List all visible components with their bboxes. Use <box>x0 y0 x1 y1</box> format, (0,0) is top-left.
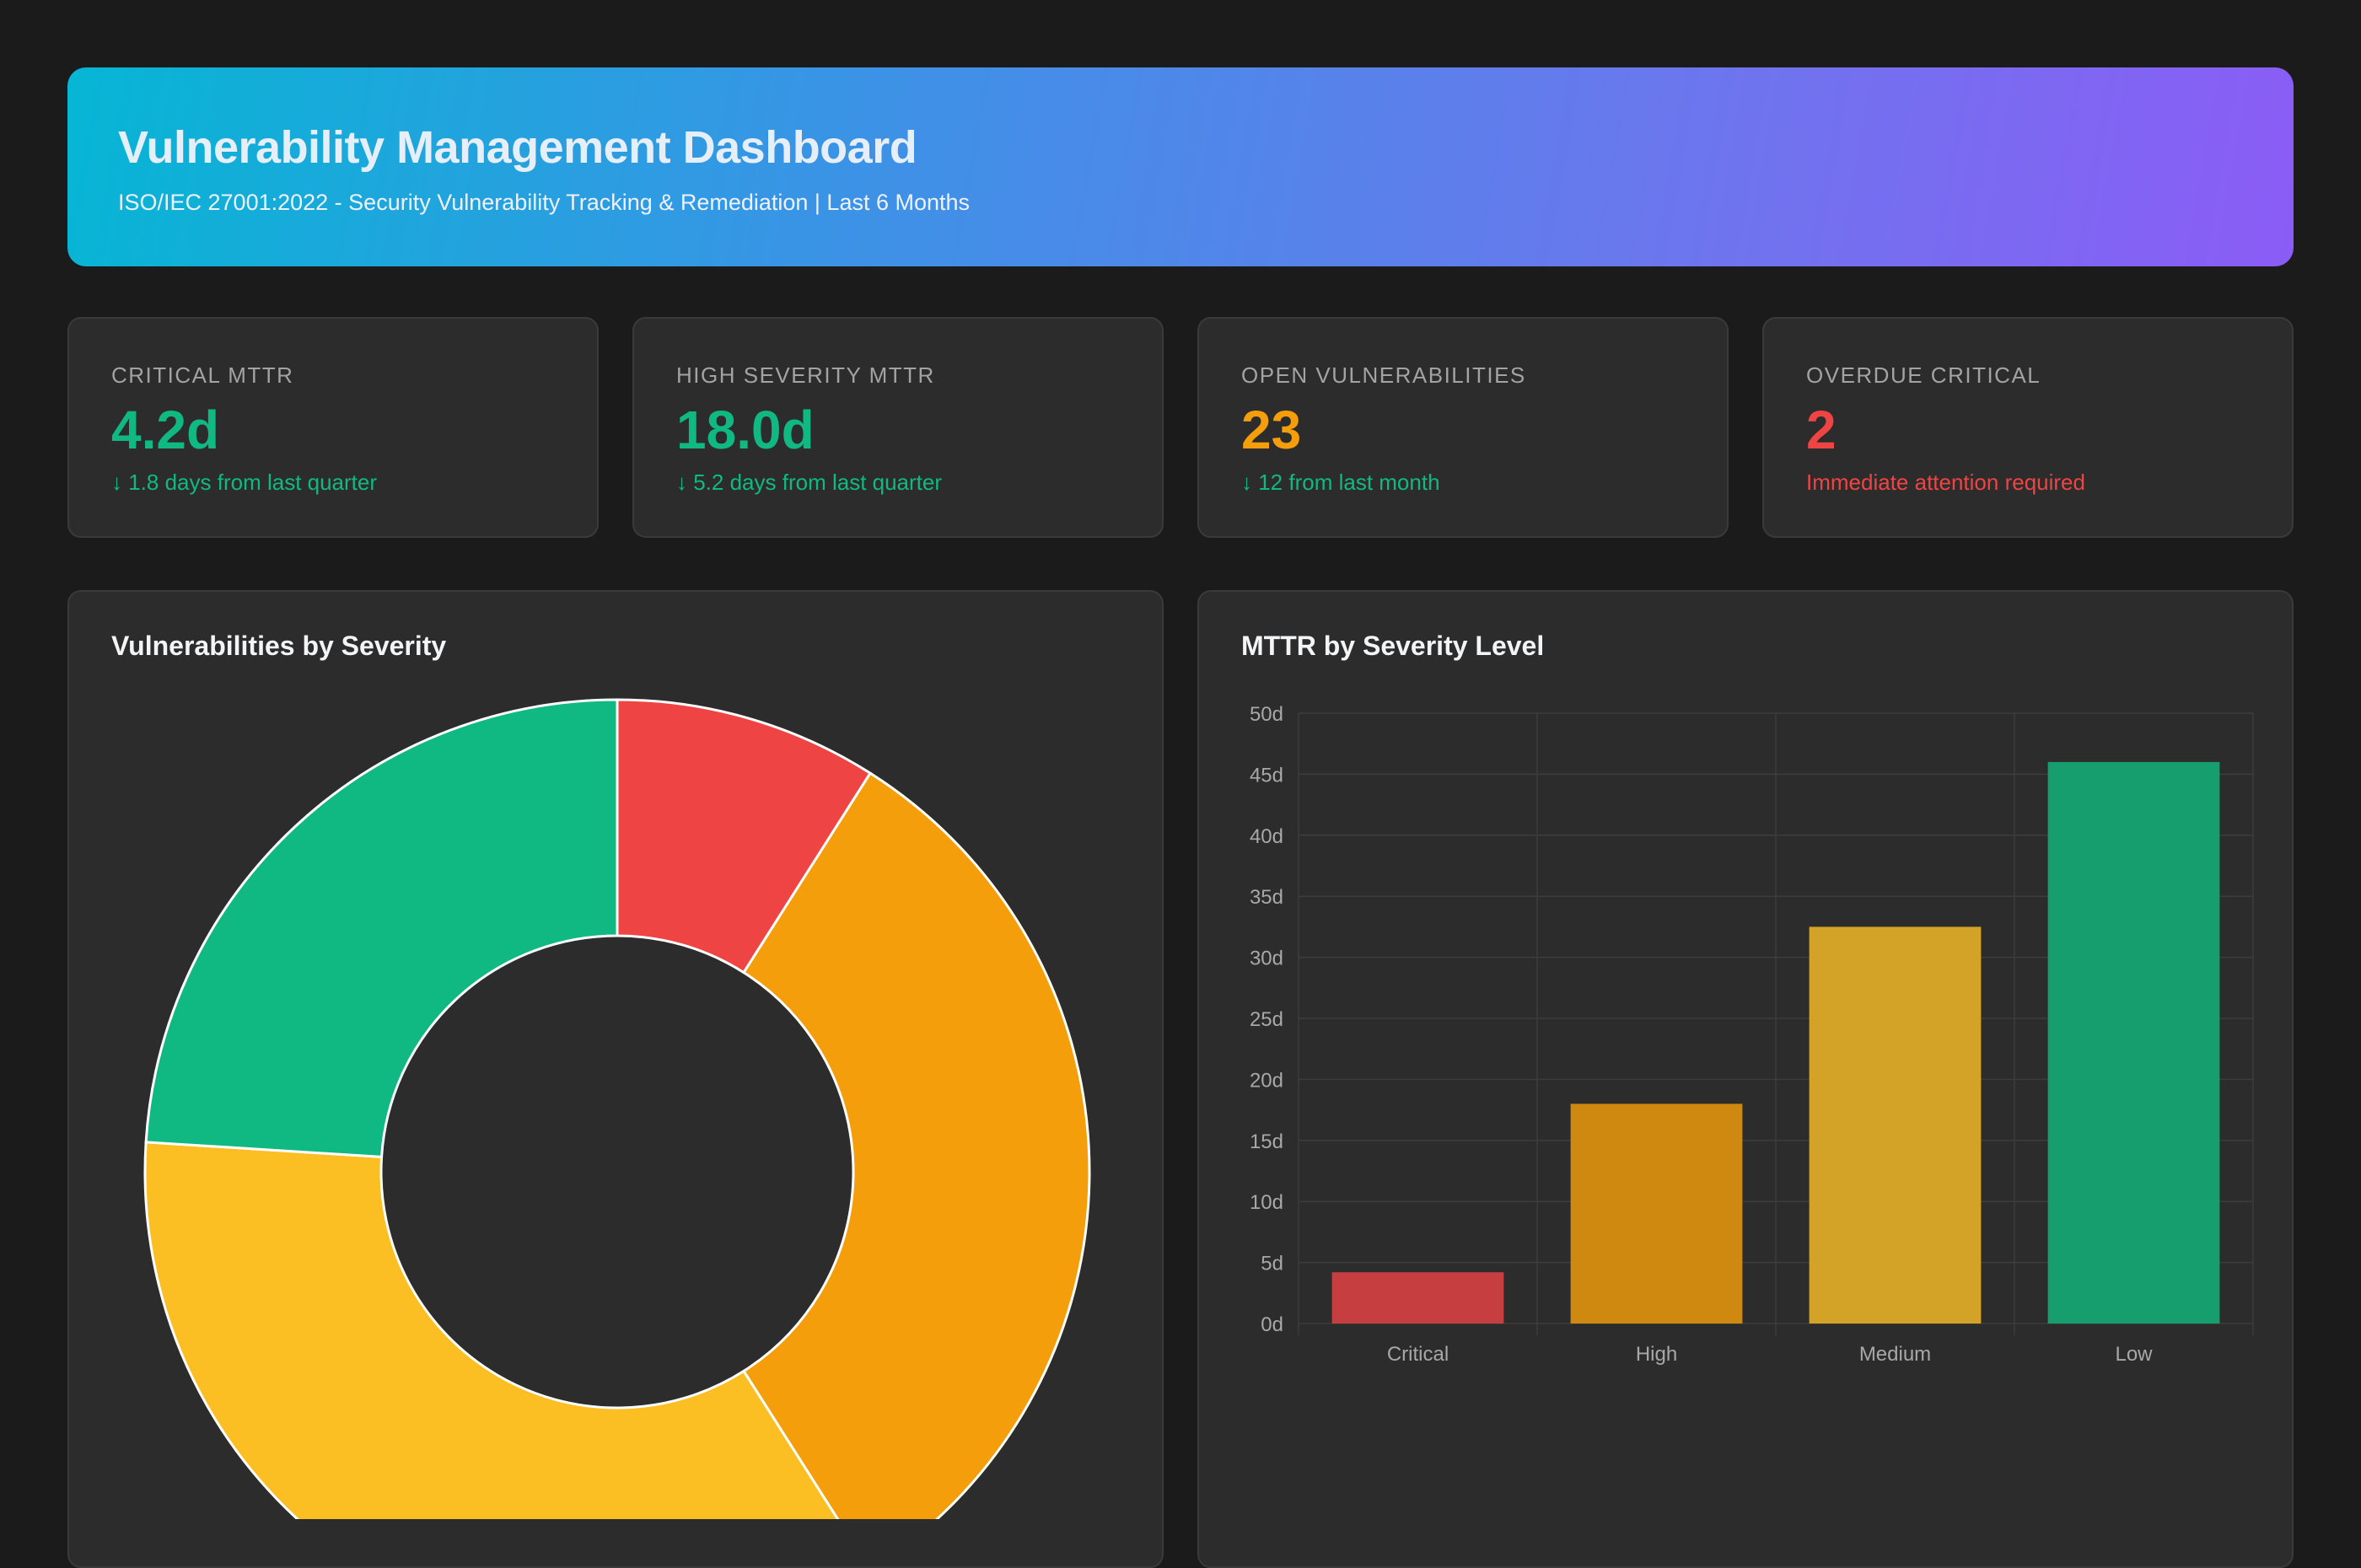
kpi-change: ↓ 12 from last month <box>1241 470 1440 495</box>
kpi-value: 4.2d <box>111 400 220 460</box>
donut-slice-3 <box>144 698 619 1159</box>
bar-critical <box>1331 1272 1504 1324</box>
kpi-change: Immediate attention required <box>1806 470 2085 495</box>
y-tick-label: 40d <box>1250 825 1283 848</box>
y-tick-label: 35d <box>1250 886 1283 909</box>
kpi-card-critical-mttr: CRITICAL MTTR 4.2d ↓ 1.8 days from last … <box>67 317 599 538</box>
donut-slice-1 <box>741 771 1091 1519</box>
kpi-card-high-mttr: HIGH SEVERITY MTTR 18.0d ↓ 5.2 days from… <box>632 317 1164 538</box>
y-tick-label: 45d <box>1250 764 1283 787</box>
mttr-bar-chart: 0d 5d 10d 15d 20d 25d 30d 35d 40d 45d 50d Critical H… <box>1250 703 2254 1366</box>
page-title: Vulnerability Management Dashboard <box>118 122 917 173</box>
y-tick-label: 50d <box>1250 703 1283 726</box>
y-tick-label: 20d <box>1250 1069 1283 1092</box>
panel-title: Vulnerabilities by Severity <box>111 631 447 661</box>
x-tick-label: Low <box>2115 1343 2153 1366</box>
kpi-card-open-vulnerabilities: OPEN VULNERABILITIES 23 ↓ 12 from last m… <box>1197 317 1729 538</box>
y-tick-label: 25d <box>1250 1008 1283 1031</box>
dashboard-header: Vulnerability Management Dashboard ISO/I… <box>67 67 2294 266</box>
bar-low <box>2047 761 2220 1324</box>
donut-slice-0 <box>616 698 873 975</box>
y-tick-label: 30d <box>1250 948 1283 970</box>
page-subtitle: ISO/IEC 27001:2022 - Security Vulnerabil… <box>118 190 971 215</box>
severity-donut-chart <box>143 698 1091 1519</box>
kpi-value: 23 <box>1241 400 1302 460</box>
bar-medium <box>1809 926 1982 1324</box>
kpi-value: 18.0d <box>676 400 815 460</box>
y-tick-label: 10d <box>1250 1191 1283 1214</box>
bar-high <box>1570 1104 1743 1324</box>
kpi-label: HIGH SEVERITY MTTR <box>676 362 935 388</box>
kpi-label: OPEN VULNERABILITIES <box>1241 362 1526 388</box>
x-tick-label: High <box>1636 1343 1677 1366</box>
y-tick-label: 15d <box>1250 1130 1283 1153</box>
kpi-label: OVERDUE CRITICAL <box>1806 362 2041 388</box>
severity-donut-panel: Vulnerabilities by Severity <box>67 590 1164 1568</box>
kpi-change: ↓ 1.8 days from last quarter <box>111 470 378 495</box>
panel-title: MTTR by Severity Level <box>1241 631 1545 661</box>
kpi-value: 2 <box>1806 400 1837 460</box>
donut-slice-2 <box>143 1141 840 1519</box>
x-tick-label: Critical <box>1387 1343 1449 1366</box>
kpi-change: ↓ 5.2 days from last quarter <box>676 470 943 495</box>
kpi-card-overdue-critical: OVERDUE CRITICAL 2 Immediate attention r… <box>1762 317 2294 538</box>
y-tick-label: 0d <box>1261 1313 1283 1336</box>
y-tick-label: 5d <box>1261 1253 1283 1275</box>
mttr-bar-panel: MTTR by Severity Level 0d 5d 10d 15d 20d 25d 3… <box>1197 590 2294 1568</box>
kpi-label: CRITICAL MTTR <box>111 362 294 388</box>
x-tick-label: Medium <box>1859 1343 1931 1366</box>
